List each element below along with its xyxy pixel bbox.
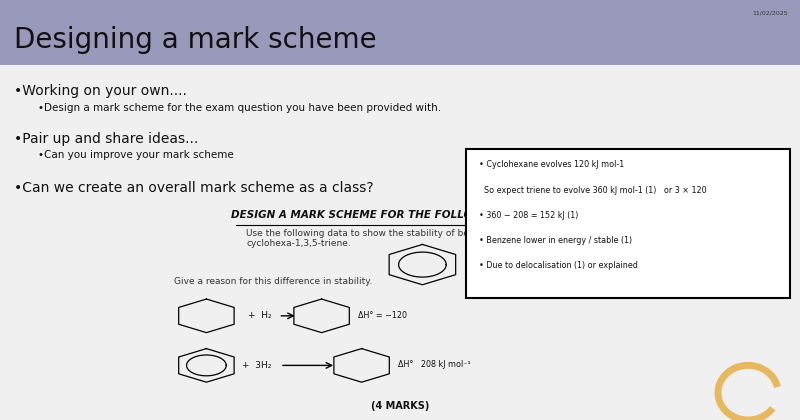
FancyBboxPatch shape (0, 0, 800, 65)
FancyBboxPatch shape (466, 149, 790, 298)
Text: So expect triene to evolve 360 kJ mol-1 (1)   or 3 × 120: So expect triene to evolve 360 kJ mol-1 … (479, 186, 707, 194)
Text: DESIGN A MARK SCHEME FOR THE FOLLOWING QUESTION: DESIGN A MARK SCHEME FOR THE FOLLOWING Q… (231, 209, 569, 219)
Text: •Working on your own....: •Working on your own.... (14, 84, 187, 98)
Text: • Benzene lower in energy / stable (1): • Benzene lower in energy / stable (1) (479, 236, 632, 245)
Text: +  H₂: + H₂ (248, 311, 272, 320)
Text: • Due to delocalisation (1) or explained: • Due to delocalisation (1) or explained (479, 261, 638, 270)
Text: •Design a mark scheme for the exam question you have been provided with.: •Design a mark scheme for the exam quest… (38, 103, 442, 113)
Text: ΔH° = −120: ΔH° = −120 (358, 310, 407, 320)
Text: •Pair up and share ideas...: •Pair up and share ideas... (14, 132, 198, 146)
Text: +  3H₂: + 3H₂ (242, 361, 271, 370)
Text: 11/02/2025: 11/02/2025 (752, 10, 788, 16)
Text: (4 MARKS): (4 MARKS) (371, 401, 429, 411)
Text: ΔH°   208 kJ mol⁻¹: ΔH° 208 kJ mol⁻¹ (398, 360, 470, 369)
Text: Designing a mark scheme: Designing a mark scheme (14, 26, 377, 54)
Text: • Cyclohexane evolves 120 kJ mol-1: • Cyclohexane evolves 120 kJ mol-1 (479, 160, 625, 169)
Text: • 360 − 208 = 152 kJ (1): • 360 − 208 = 152 kJ (1) (479, 211, 578, 220)
Text: Give a reason for this difference in stability.: Give a reason for this difference in sta… (174, 277, 373, 286)
Text: •Can you improve your mark scheme: •Can you improve your mark scheme (38, 150, 234, 160)
Text: Use the following data to show the stability of benzene relative to the hypothet: Use the following data to show the stabi… (246, 229, 624, 248)
Text: •Can we create an overall mark scheme as a class?: •Can we create an overall mark scheme as… (14, 181, 374, 195)
